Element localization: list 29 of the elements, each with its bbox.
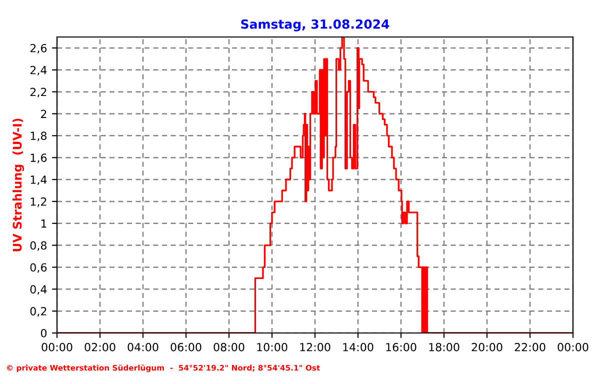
x-tick-label: 06:00 [170,342,202,352]
y-axis-title: UV Strahlung (UV-I) [12,118,24,252]
y-tick-label: 2,6 [30,44,47,54]
x-tick-label: 02:00 [84,342,116,352]
y-tick-label: 1,2 [30,197,46,207]
y-tick-label: 0,6 [30,263,47,273]
y-tick-label: 2,4 [30,66,47,76]
y-tick-label: 0,2 [30,307,46,317]
x-tick-label: 12:00 [300,342,330,352]
x-tick-label: 08:00 [214,342,244,352]
y-tick-label: 1,4 [30,176,47,186]
x-tick-label: 18:00 [429,342,460,352]
x-tick-label: 14:00 [343,342,374,352]
y-tick-label: 0 [40,328,47,338]
y-tick-label: 0,4 [30,285,47,295]
x-tick-label: 10:00 [257,342,288,352]
y-tick-label: 1,6 [30,154,47,164]
x-tick-label: 22:00 [514,342,546,352]
x-tick-label: 20:00 [472,342,502,352]
y-tick-label: 2 [41,110,46,118]
chart-title: Samstag, 31.08.2024 [241,19,390,32]
x-tick-label: 00:00 [42,342,72,352]
x-tick-label: 16:00 [386,342,416,352]
y-tick-label: 2,2 [30,88,46,98]
y-tick-label: 1 [41,219,46,228]
y-tick-label: 0,8 [30,241,47,251]
x-tick-label: 04:00 [128,342,158,352]
x-tick-label: 00:00 [558,342,588,352]
y-tick-label: 1,8 [30,132,47,142]
